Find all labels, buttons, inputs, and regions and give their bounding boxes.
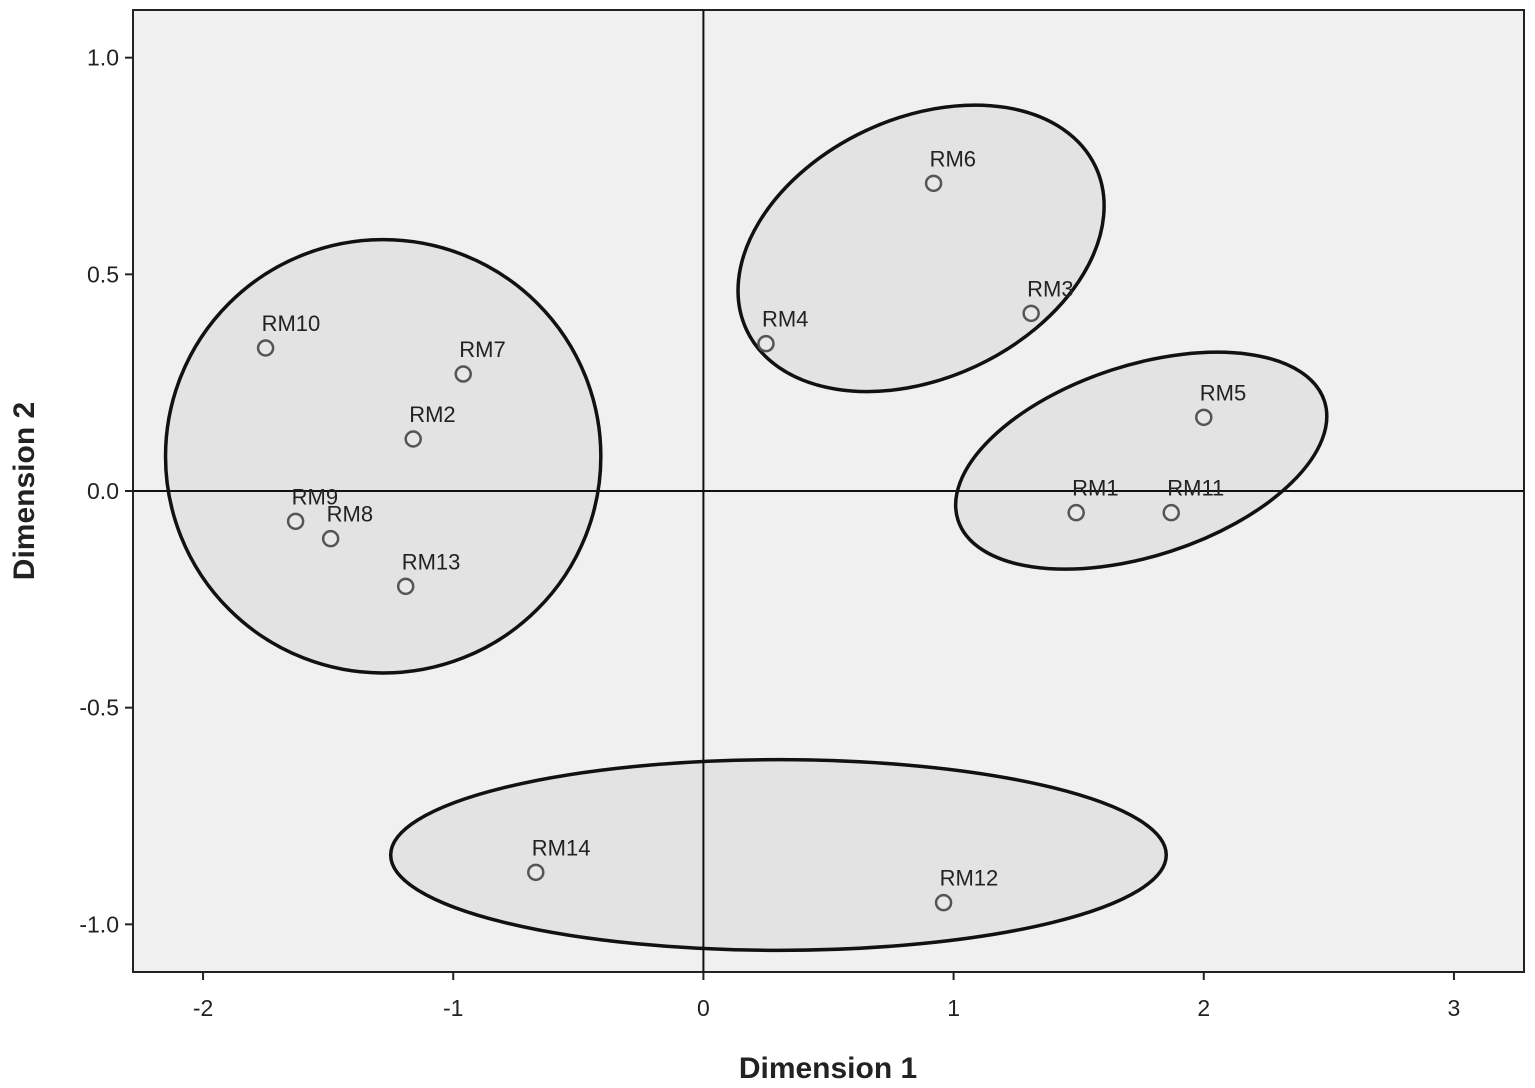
cluster-ellipse [736, 103, 1106, 394]
y-tick-label: -0.5 [79, 695, 119, 721]
data-points [256, 174, 1213, 912]
point-label-rm12: RM12 [940, 866, 999, 891]
data-point-rm4 [757, 334, 775, 353]
point-label-rm2: RM2 [409, 402, 455, 427]
point-label-rm4: RM4 [762, 307, 808, 332]
point-label-rm14: RM14 [532, 835, 591, 860]
cluster-ellipse [953, 350, 1329, 571]
point-label-rm1: RM1 [1072, 476, 1118, 501]
data-point-rm2 [404, 430, 422, 448]
point-label-rm5: RM5 [1200, 380, 1246, 405]
point-label-rm7: RM7 [459, 337, 505, 362]
point-label-rm10: RM10 [262, 311, 321, 336]
data-point-rm14 [527, 863, 545, 882]
data-point-rm11 [1162, 503, 1180, 522]
x-tick-label: 3 [1448, 995, 1461, 1021]
data-point-rm12 [934, 893, 953, 912]
data-point-rm9 [286, 512, 305, 531]
data-point-rm10 [256, 339, 275, 357]
y-axis-title: Dimension 2 [8, 402, 41, 580]
y-tick-label: 0.0 [87, 478, 119, 504]
y-tick-label: 0.5 [87, 261, 119, 287]
point-label-rm6: RM6 [930, 146, 976, 171]
point-label-rm13: RM13 [402, 549, 461, 574]
x-tick-label: 2 [1197, 995, 1210, 1021]
data-point-rm7 [454, 365, 472, 383]
data-point-rm5 [1195, 408, 1213, 427]
cluster-ellipses [163, 103, 1329, 953]
data-point-rm13 [396, 577, 415, 596]
point-label-rm8: RM8 [327, 502, 373, 527]
x-tick-label: 0 [697, 995, 710, 1021]
data-point-rm8 [321, 529, 340, 548]
x-tick-label: 1 [947, 995, 960, 1021]
y-axis: 1.0 0.5 0.0 -0.5 -1.0 [79, 45, 133, 937]
y-tick-label: 1.0 [87, 45, 119, 71]
reference-lines [133, 10, 1524, 972]
x-axis: -2 -1 0 1 2 3 [193, 972, 1461, 1021]
data-point-rm3 [1022, 304, 1040, 323]
data-point-rm6 [924, 174, 943, 193]
point-label-rm9: RM9 [292, 484, 338, 509]
point-label-rm11: RM11 [1167, 476, 1224, 501]
y-tick-label: -1.0 [79, 911, 119, 937]
data-point-rm1 [1067, 503, 1085, 522]
point-label-rm3: RM3 [1027, 276, 1073, 301]
cluster-ellipse [163, 237, 603, 675]
x-tick-label: -1 [443, 995, 463, 1021]
cluster-ellipse [388, 757, 1168, 953]
x-axis-title: Dimension 1 [739, 1052, 917, 1085]
x-tick-label: -2 [193, 995, 213, 1021]
